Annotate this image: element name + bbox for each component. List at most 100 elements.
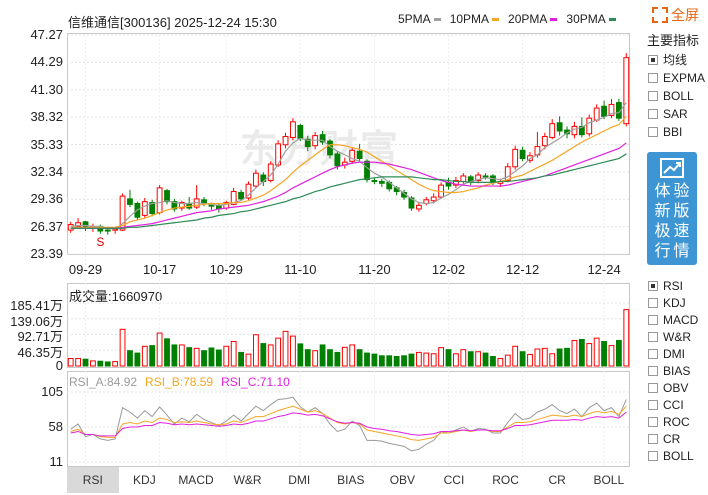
- tab-bias[interactable]: BIAS: [337, 473, 365, 487]
- price-y-tick: 44.29: [30, 54, 63, 70]
- tab-cci[interactable]: CCI: [443, 473, 465, 487]
- sub-indicator-macd[interactable]: MACD: [648, 312, 698, 328]
- tab-cr[interactable]: CR: [548, 473, 566, 487]
- checkbox[interactable]: [648, 366, 658, 376]
- tab-roc[interactable]: ROC: [492, 473, 519, 487]
- volume-bar: [615, 340, 622, 367]
- price-y-tick: 23.39: [30, 246, 63, 261]
- volume-bar: [304, 349, 311, 367]
- volume-bar: [475, 351, 482, 367]
- rsi-legend-item: RSI_A:84.92: [69, 375, 138, 389]
- tab-wr[interactable]: W&R: [233, 473, 262, 487]
- main-indicator-expma[interactable]: EXPMA: [648, 70, 705, 86]
- checkbox[interactable]: [648, 281, 658, 291]
- fullscreen-button[interactable]: 全屏: [651, 5, 699, 25]
- checkbox[interactable]: [648, 315, 658, 325]
- volume-bar: [208, 347, 215, 367]
- sub-indicator-cci[interactable]: CCI: [648, 397, 684, 413]
- volume-bar: [238, 351, 244, 367]
- main-indicator-boll[interactable]: BOLL: [648, 88, 694, 104]
- tab-kdj[interactable]: KDJ: [133, 473, 156, 487]
- main-indicator-bbi[interactable]: BBI: [648, 124, 682, 140]
- candle-body: [541, 136, 548, 147]
- checkbox[interactable]: [648, 417, 658, 427]
- tab-dmi[interactable]: DMI: [288, 473, 311, 487]
- checkbox[interactable]: [648, 383, 658, 393]
- volume-bar: [245, 353, 252, 367]
- candle-body: [475, 174, 482, 182]
- checkbox[interactable]: [648, 434, 658, 444]
- candle-body: [371, 180, 378, 183]
- checkbox[interactable]: [648, 400, 658, 410]
- ma-legend-swatch: [550, 17, 558, 21]
- price-x-tick: 10-17: [142, 262, 177, 277]
- volume-bar: [215, 349, 222, 367]
- volume-label: 成交量:1660970: [69, 289, 163, 304]
- promo-char: 新: [654, 203, 671, 220]
- volume-bar: [430, 353, 437, 367]
- price-x-tick: 12-24: [587, 262, 621, 277]
- sub-indicator-dmi[interactable]: DMI: [648, 346, 685, 362]
- checkbox[interactable]: [648, 73, 658, 83]
- tab-macd[interactable]: MACD: [178, 473, 214, 487]
- candle-body: [178, 202, 185, 209]
- volume-bar: [290, 335, 296, 367]
- annotation-s: S: [96, 235, 104, 249]
- checkbox[interactable]: [648, 91, 658, 101]
- checkbox[interactable]: [648, 349, 658, 359]
- checkbox[interactable]: [648, 451, 658, 461]
- volume-bar: [564, 347, 570, 367]
- volume-bar: [527, 353, 533, 367]
- main-indicator-均线[interactable]: 均线: [648, 52, 687, 68]
- checkbox[interactable]: [648, 332, 658, 342]
- volume-bar: [134, 352, 141, 367]
- sub-indicator-bias[interactable]: BIAS: [648, 363, 690, 379]
- main-indicator-sar[interactable]: SAR: [648, 106, 688, 122]
- tab-rsi[interactable]: RSI: [67, 467, 119, 493]
- candle-body: [319, 134, 326, 143]
- main-indicator-label: EXPMA: [663, 71, 706, 85]
- volume-bar: [186, 347, 193, 367]
- sub-indicator-kdj[interactable]: KDJ: [648, 295, 686, 311]
- price-y-tick: 29.36: [30, 191, 63, 207]
- sub-indicator-boll[interactable]: BOLL: [648, 448, 694, 464]
- volume-bar: [193, 347, 200, 367]
- checkbox[interactable]: [648, 127, 658, 137]
- volume-y-tick: 185.41万: [10, 298, 63, 313]
- sub-indicator-label: RSI: [663, 279, 684, 293]
- sub-indicator-wr[interactable]: W&R: [648, 329, 691, 345]
- tab-boll[interactable]: BOLL: [593, 473, 625, 487]
- sub-indicator-label: BOLL: [663, 449, 694, 463]
- candle-body: [593, 107, 600, 121]
- volume-bar: [578, 338, 585, 367]
- ma-legend-item: 20PMA: [508, 12, 558, 26]
- volume-bar: [282, 330, 289, 367]
- candle-body: [364, 160, 370, 181]
- promo-char: 体: [654, 183, 671, 200]
- volume-bar: [349, 344, 356, 367]
- checkbox[interactable]: [648, 55, 658, 65]
- checkbox[interactable]: [648, 298, 658, 308]
- sub-indicator-obv[interactable]: OBV: [648, 380, 688, 396]
- sub-indicator-cr[interactable]: CR: [648, 431, 680, 447]
- ma-legend-item: 30PMA: [566, 12, 616, 26]
- promo-char: 版: [673, 203, 690, 220]
- sub-indicator-roc[interactable]: ROC: [648, 414, 690, 430]
- candle-body: [156, 187, 163, 214]
- volume-y-tick: 46.35万: [17, 345, 63, 361]
- ma-line-5pma: [70, 102, 627, 230]
- new-version-promo-button[interactable]: 体验新版极速行情: [647, 152, 697, 265]
- sub-indicator-label: BIAS: [663, 364, 691, 378]
- sub-indicator-rsi[interactable]: RSI: [648, 278, 683, 294]
- volume-bar: [341, 346, 348, 367]
- candle-body: [171, 201, 178, 210]
- checkbox[interactable]: [648, 109, 658, 119]
- candle-body: [512, 148, 519, 168]
- promo-char: 情: [673, 243, 690, 260]
- candle-body: [623, 57, 630, 125]
- ma-line-10pma: [70, 115, 627, 228]
- ma-legend-label: 10PMA: [449, 12, 490, 26]
- volume-bar: [593, 337, 600, 367]
- tab-obv[interactable]: OBV: [389, 473, 416, 487]
- volume-bar: [141, 345, 148, 367]
